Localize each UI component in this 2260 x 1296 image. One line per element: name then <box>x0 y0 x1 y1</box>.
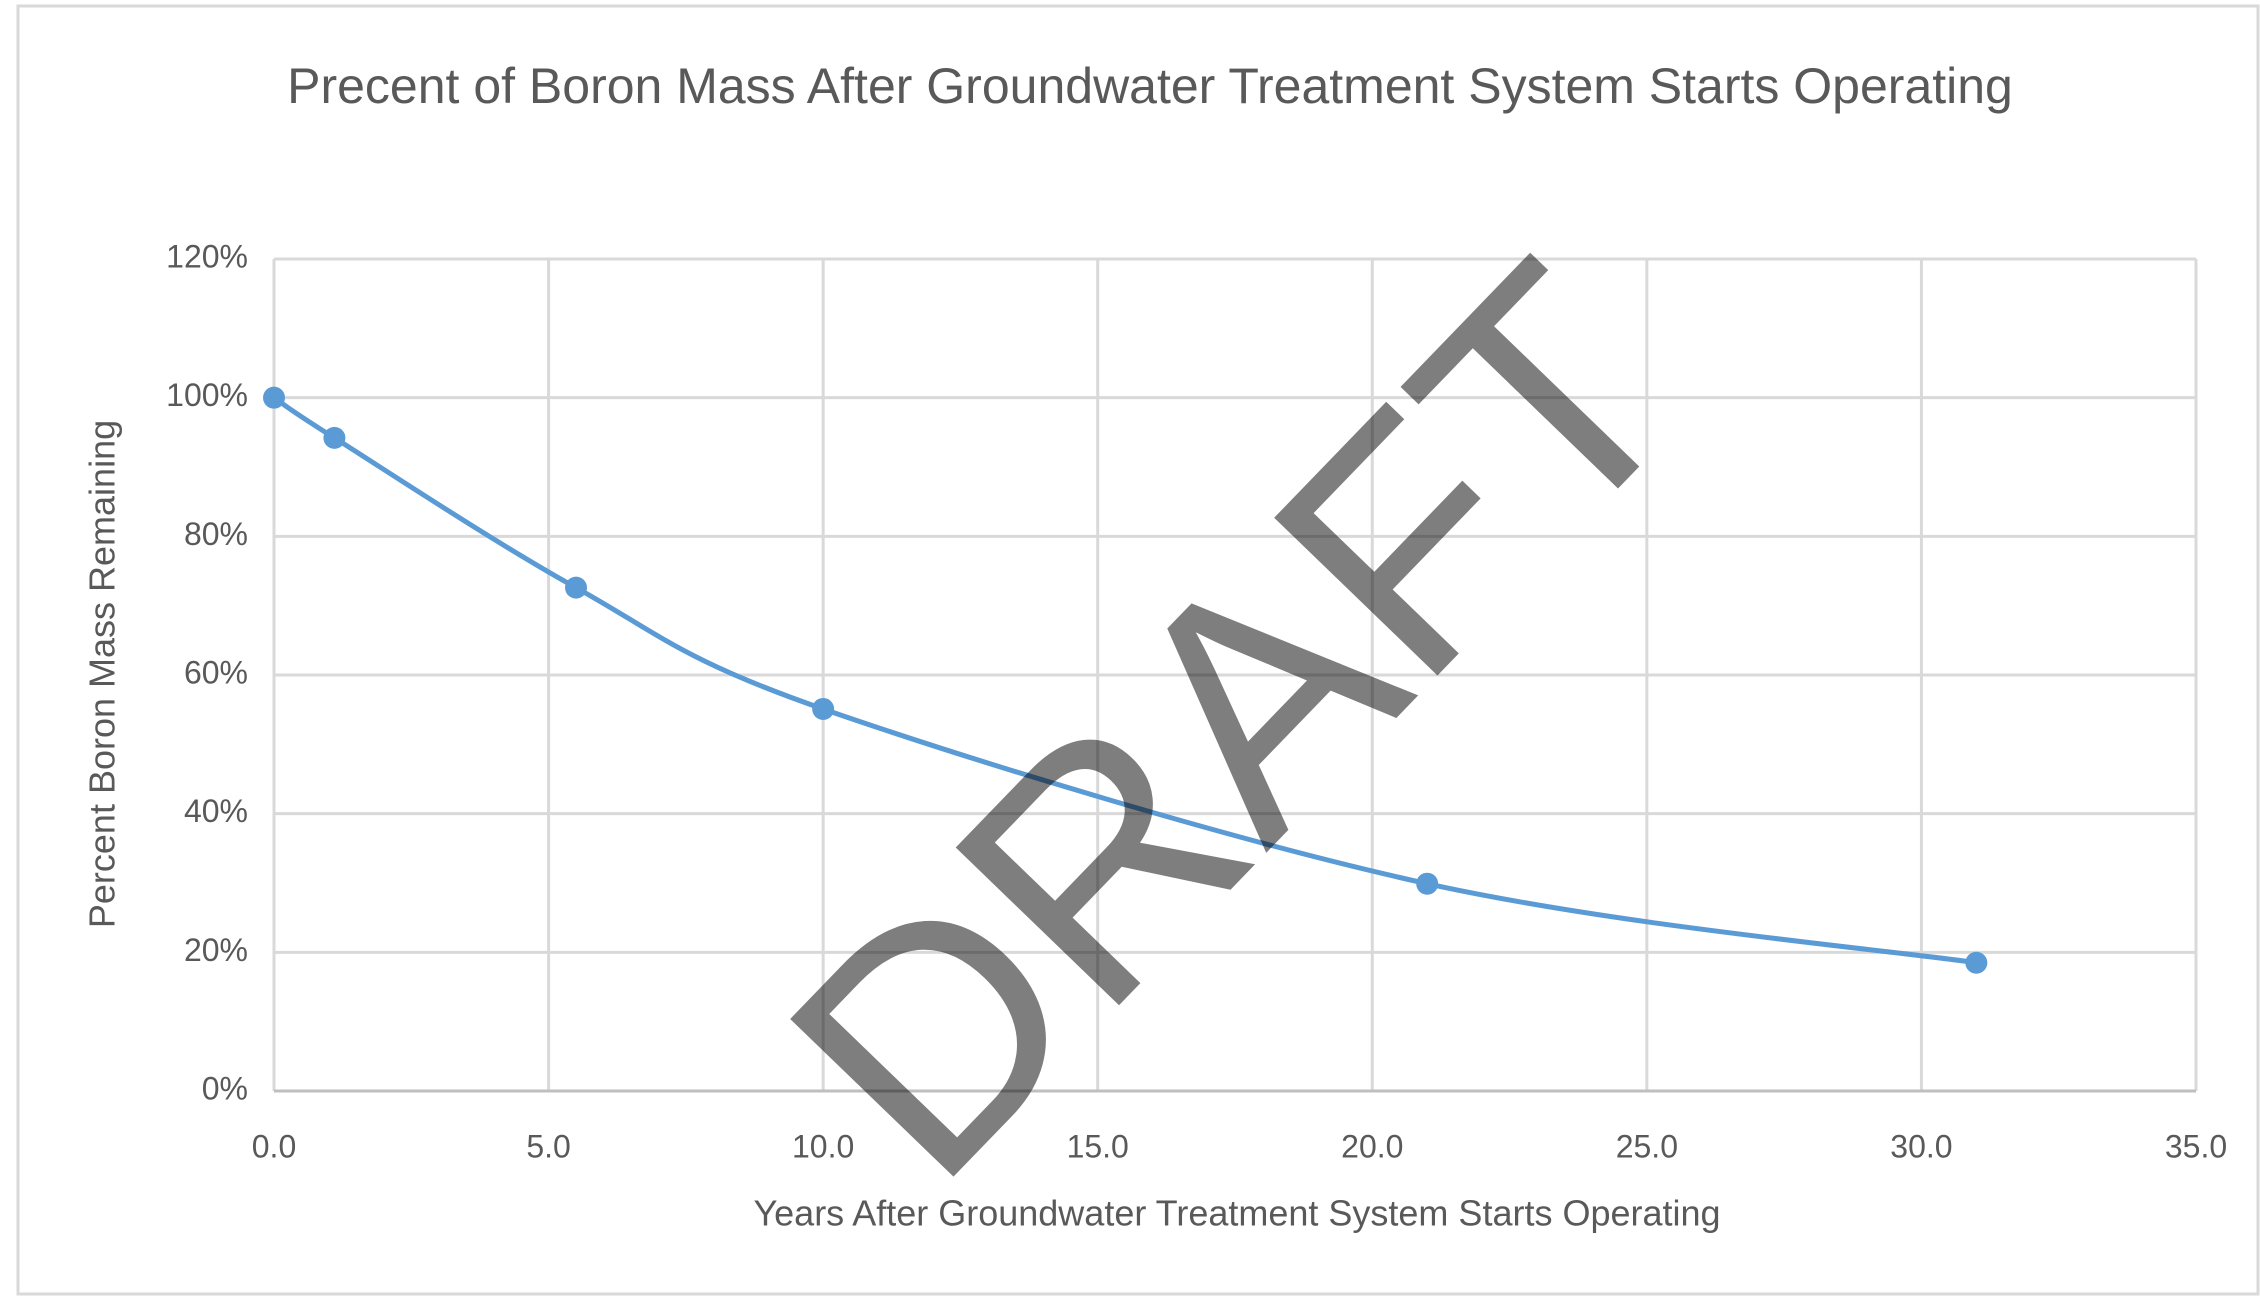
x-tick-label: 0.0 <box>252 1128 296 1164</box>
x-tick-label: 35.0 <box>2165 1128 2227 1164</box>
x-tick-label: 25.0 <box>1616 1128 1678 1164</box>
y-tick-label: 40% <box>184 793 248 829</box>
x-tick-label: 15.0 <box>1067 1128 1129 1164</box>
y-tick-label: 120% <box>166 238 248 274</box>
y-tick-label: 80% <box>184 516 248 552</box>
x-tick-label: 10.0 <box>792 1128 854 1164</box>
data-point <box>323 426 346 449</box>
data-point <box>565 576 588 599</box>
y-tick-label: 0% <box>202 1070 248 1106</box>
plot-area: 0% 20% 40% 60% 80% 100% 120% 0.0 5.0 10.0 15.0 20.0… <box>166 238 2227 1164</box>
watermark: DRAFT <box>720 197 1749 1245</box>
data-point <box>812 697 835 720</box>
data-point <box>1416 872 1439 895</box>
chart-title: Precent of Boron Mass After Groundwater … <box>287 58 2013 114</box>
x-tick-label: 30.0 <box>1890 1128 1952 1164</box>
chart-border <box>16 4 2260 1296</box>
y-tick-label: 60% <box>184 654 248 690</box>
data-point <box>1965 951 1988 974</box>
data-point <box>263 386 285 409</box>
y-tick-label: 100% <box>166 377 248 413</box>
x-axis-title: Years After Groundwater Treatment System… <box>753 1193 1720 1234</box>
x-tick-label: 5.0 <box>526 1128 570 1164</box>
y-tick-label: 20% <box>184 932 248 968</box>
y-axis-title: Percent Boron Mass Remaining <box>82 420 123 928</box>
data-line <box>272 395 1977 966</box>
x-tick-label: 20.0 <box>1341 1128 1403 1164</box>
